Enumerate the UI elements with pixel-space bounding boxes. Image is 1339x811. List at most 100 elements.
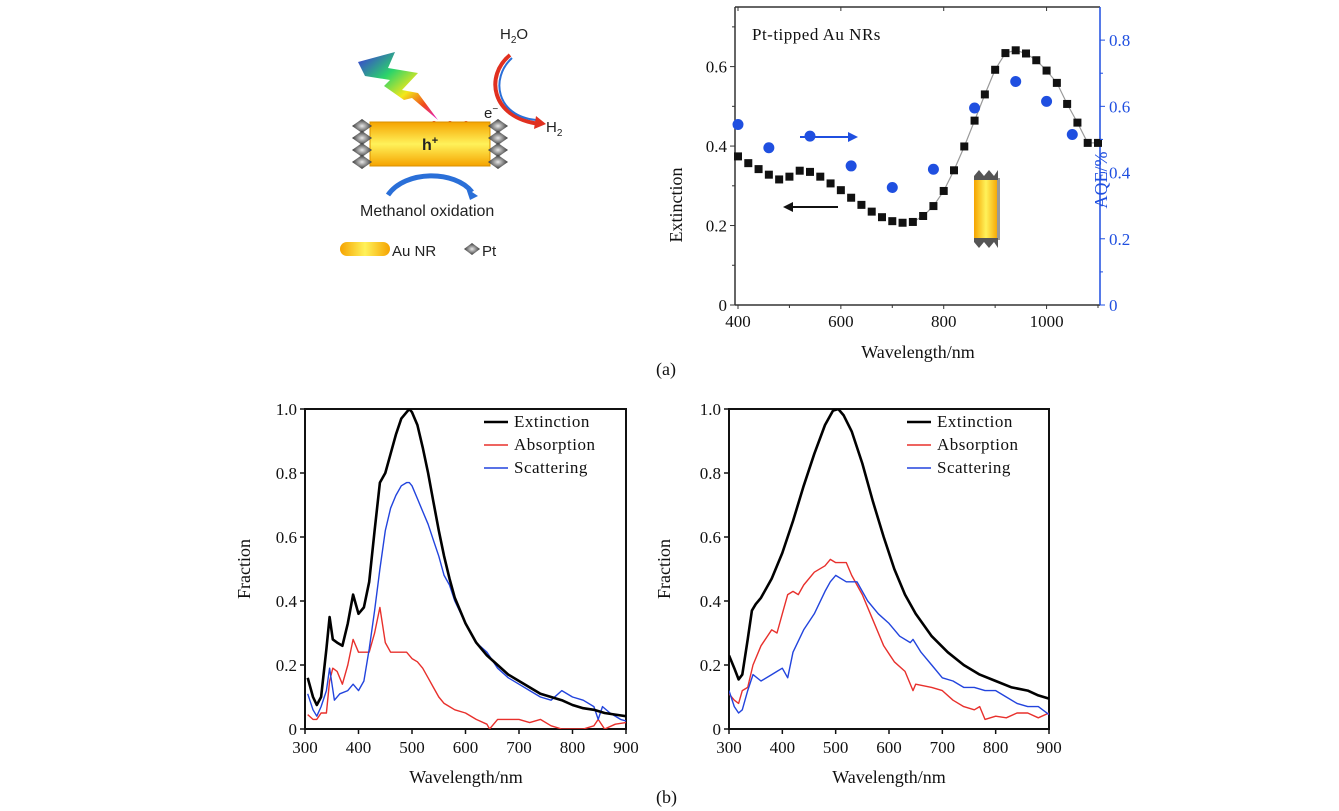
light-bolt-icon (358, 52, 438, 120)
chart-b-left-xlabel: Wavelength/nm (409, 767, 523, 787)
extinction-point (1022, 49, 1030, 58)
y-tick-label: 0.6 (700, 528, 721, 547)
panel-a-label: (a) (656, 359, 676, 380)
legend-label-absorption: Absorption (514, 435, 596, 454)
x-tick-label: 300 (292, 738, 318, 757)
chart-b-left-ylabel: Fraction (234, 539, 254, 599)
au-nanorod (369, 121, 491, 167)
y2-tick-label: 0.2 (1109, 230, 1130, 249)
x-tick-label: 800 (560, 738, 586, 757)
extinction-point (1073, 118, 1082, 127)
chart-a-xlabel: Wavelength/nm (861, 342, 975, 362)
y-tick-label: 0.2 (276, 656, 297, 675)
scattering-line (729, 574, 1049, 716)
chart-a: 400 600 800 1000 0 0.2 0.4 0.6 0 0.2 0.4 0.6 0.8 Pt-… (666, 6, 1131, 362)
extinction-point (806, 167, 814, 176)
chart-b-right-ylabel: Fraction (654, 539, 674, 599)
extinction-point (775, 175, 784, 184)
absorption-line (729, 558, 1049, 721)
chart-b-right-xlabel: Wavelength/nm (832, 767, 946, 787)
aqe-point (763, 142, 775, 154)
legend-label-scattering: Scattering (514, 458, 588, 477)
chart-a-ylabel: Extinction (666, 168, 686, 243)
extinction-point (1042, 66, 1051, 75)
extinction-point (826, 179, 835, 188)
legend-aunr-swatch (340, 242, 390, 256)
nanorod-inset-icon (974, 170, 1000, 248)
x-tick-label: 500 (399, 738, 425, 757)
pt-tips-left (352, 119, 372, 169)
x-tick-label: 400 (770, 738, 796, 757)
y-tick-label: 0.4 (706, 137, 728, 156)
aqe-point (845, 160, 857, 172)
y-tick-label: 0.2 (700, 656, 721, 675)
extinction-point (1001, 49, 1010, 58)
chart-a-y2label: AQE/% (1091, 152, 1111, 209)
y-tick-label: 1.0 (276, 400, 297, 419)
extinction-point (950, 166, 958, 175)
extinction-point (980, 90, 989, 99)
extinction-point (847, 193, 856, 202)
x-tick-label: 800 (931, 312, 957, 331)
extinction-point (939, 186, 948, 195)
y-tick-label: 0.2 (706, 217, 727, 236)
legend-label-scattering: Scattering (937, 458, 1011, 477)
legend-label-extinction: Extinction (514, 412, 590, 431)
extinction-point (878, 213, 886, 222)
x-tick-label: 700 (930, 738, 956, 757)
extinction-axis-arrow-icon (783, 202, 838, 212)
extinction-point (785, 172, 794, 181)
extinction-point (734, 152, 742, 161)
oxidation-arrow-icon (385, 173, 474, 197)
aqe-point (886, 181, 898, 193)
x-tick-label: 800 (983, 738, 1009, 757)
water-reduction-arrow-icon (493, 53, 541, 126)
extinction-point (744, 159, 753, 168)
extinction-point (898, 218, 907, 227)
aqe-point (969, 102, 981, 114)
y-tick-label: 0 (719, 296, 728, 315)
extinction-point (1083, 138, 1092, 147)
photocatalysis-schematic: h+ e− H2O H2 Methanol oxidation Au NR Pt (340, 26, 563, 260)
extinction-point (929, 202, 938, 211)
extinction-line (306, 409, 626, 718)
aqe-point (1010, 76, 1022, 87)
extinction-point (867, 207, 876, 216)
extinction-point (754, 165, 763, 174)
chart-b-right: 300 400 500 600 700 800 900 0 0.2 0.4 0.6 0.8 1.0 Ex… (654, 400, 1062, 787)
aqe-axis-arrow-icon (800, 132, 858, 142)
extinction-point (1094, 138, 1102, 147)
legend-label-extinction: Extinction (937, 412, 1013, 431)
extinction-point (836, 186, 845, 195)
y-tick-label: 0.4 (700, 592, 722, 611)
y2-tick-label: 0.4 (1109, 164, 1131, 183)
extinction-point (960, 142, 969, 151)
extinction-point (908, 217, 917, 226)
y2-tick-label: 0.8 (1109, 31, 1130, 50)
extinction-point (795, 166, 804, 175)
electron-label: e− (484, 104, 498, 122)
x-tick-label: 600 (453, 738, 479, 757)
scattering-line (307, 481, 626, 722)
hole-label: h+ (422, 135, 438, 154)
extinction-point (970, 116, 979, 125)
extinction-point (857, 200, 866, 209)
x-tick-label: 700 (506, 738, 532, 757)
plot-frame (304, 408, 627, 730)
extinction-point (991, 65, 1000, 74)
aqe-point (927, 163, 939, 175)
x-tick-label: 300 (716, 738, 742, 757)
y-tick-label: 0 (713, 720, 722, 739)
legend-pt-label: Pt (482, 243, 497, 260)
y2-tick-label: 0.6 (1109, 97, 1130, 116)
extinction-point (1011, 46, 1020, 55)
y-tick-label: 0.6 (276, 528, 297, 547)
legend-aunr-label: Au NR (392, 243, 436, 260)
extinction-point (1052, 78, 1061, 87)
x-tick-label: 600 (828, 312, 854, 331)
x-tick-label: 1000 (1030, 312, 1064, 331)
extinction-point (816, 172, 825, 181)
x-tick-label: 400 (346, 738, 372, 757)
y-tick-label: 1.0 (700, 400, 721, 419)
